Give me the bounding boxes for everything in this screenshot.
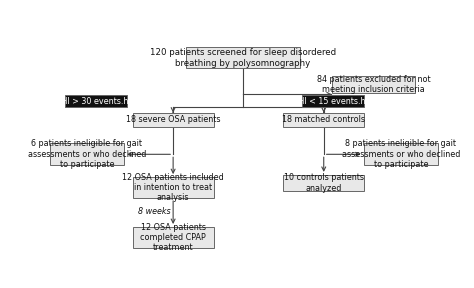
FancyBboxPatch shape [50, 143, 124, 165]
Text: 6 patients ineligible for gait
assessments or who declined
to participate: 6 patients ineligible for gait assessmen… [27, 139, 146, 169]
FancyBboxPatch shape [364, 143, 438, 165]
FancyBboxPatch shape [65, 95, 127, 107]
FancyBboxPatch shape [133, 227, 213, 248]
Text: AHI < 15 events.h⁻¹: AHI < 15 events.h⁻¹ [293, 96, 373, 106]
Text: 12 OSA patients
completed CPAP
treatment: 12 OSA patients completed CPAP treatment [140, 223, 206, 252]
FancyBboxPatch shape [133, 177, 213, 198]
Text: 8 patients ineligible for gait
assessments or who declined
to participate: 8 patients ineligible for gait assessmen… [342, 139, 460, 169]
FancyBboxPatch shape [301, 95, 364, 107]
Text: AHI > 30 events.h⁻¹: AHI > 30 events.h⁻¹ [56, 96, 136, 106]
FancyBboxPatch shape [332, 76, 415, 93]
FancyBboxPatch shape [186, 47, 300, 68]
Text: 120 patients screened for sleep disordered
breathing by polysomnography: 120 patients screened for sleep disorder… [150, 48, 336, 68]
Text: 84 patients excluded for not
meeting inclusion criteria: 84 patients excluded for not meeting inc… [317, 75, 430, 94]
Text: 8 weeks: 8 weeks [138, 207, 171, 217]
FancyBboxPatch shape [283, 113, 364, 127]
Text: 12 OSA patients included
in intention to treat
analysis: 12 OSA patients included in intention to… [122, 173, 224, 202]
Text: 18 matched controls: 18 matched controls [282, 115, 365, 124]
Text: 10 controls patients
analyzed: 10 controls patients analyzed [284, 173, 364, 193]
Text: 18 severe OSA patients: 18 severe OSA patients [126, 115, 220, 124]
FancyBboxPatch shape [283, 175, 364, 192]
FancyBboxPatch shape [133, 113, 213, 127]
